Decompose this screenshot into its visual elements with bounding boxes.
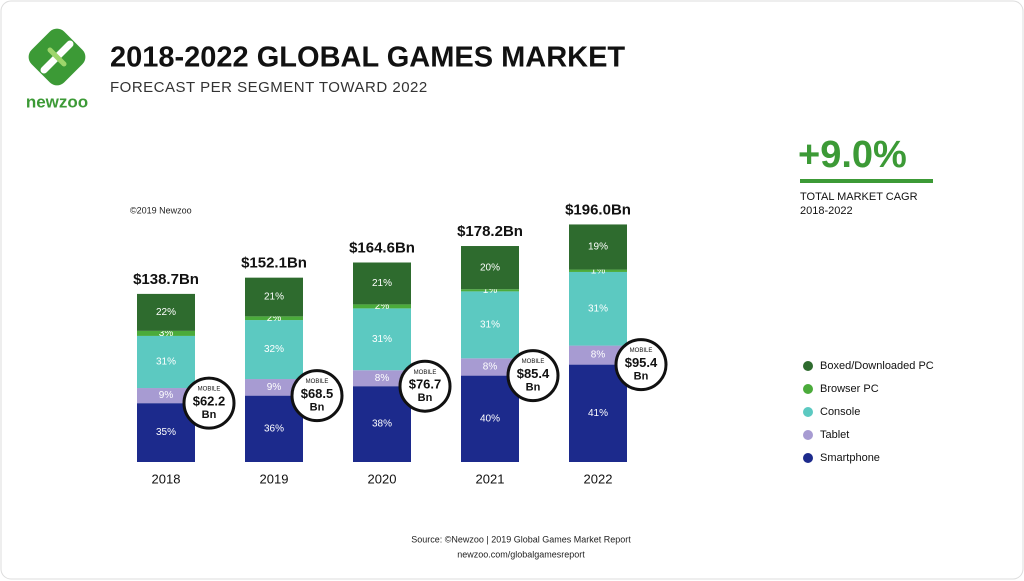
bar-segment xyxy=(353,262,411,305)
segment-label: 31% xyxy=(156,357,176,368)
segment-label: 21% xyxy=(372,278,392,289)
mobile-unit: Bn xyxy=(526,382,541,394)
x-tick-label: 2021 xyxy=(476,471,505,486)
cagr-value: +9.0% xyxy=(798,134,907,176)
mobile-unit: Bn xyxy=(634,371,649,383)
bar-segment xyxy=(137,293,195,331)
bar-segment xyxy=(461,289,519,292)
source: Source: ©Newzoo | 2019 Global Games Mark… xyxy=(411,534,631,544)
bar-segment xyxy=(569,345,627,365)
mobile-value: $62.2 xyxy=(193,394,226,409)
bar-segment xyxy=(137,388,195,404)
bar-segment xyxy=(245,320,303,380)
legend-label: Boxed/Downloaded PC xyxy=(820,360,934,372)
segment-label: 8% xyxy=(375,373,390,384)
mobile-value: $95.4 xyxy=(625,355,658,370)
legend-label: Tablet xyxy=(820,429,849,441)
bar-segment xyxy=(569,224,627,270)
legend-swatch xyxy=(803,453,813,463)
segment-label: 31% xyxy=(372,334,392,345)
mobile-unit: Bn xyxy=(202,409,217,421)
bar-segment xyxy=(461,246,519,290)
segment-label: 19% xyxy=(588,242,608,253)
cagr-caption: TOTAL MARKET CAGR xyxy=(800,191,918,203)
logo xyxy=(28,28,86,86)
mobile-value: $68.5 xyxy=(301,386,334,401)
total-label: $138.7Bn xyxy=(133,271,199,288)
segment-label: 35% xyxy=(156,427,176,438)
x-tick-label: 2018 xyxy=(152,471,181,486)
total-label: $152.1Bn xyxy=(241,255,307,272)
legend-swatch xyxy=(803,384,813,394)
mobile-badge xyxy=(614,338,668,392)
x-tick-label: 2019 xyxy=(260,471,289,486)
bar-segment xyxy=(245,316,303,321)
mobile-caption: MOBILE xyxy=(630,348,653,354)
mobile-caption: MOBILE xyxy=(306,379,329,385)
cagr-caption: 2018-2022 xyxy=(800,205,853,217)
mobile-badge xyxy=(506,349,560,403)
bar-segment xyxy=(569,271,627,346)
segment-label: 32% xyxy=(264,344,284,355)
mobile-unit: Bn xyxy=(418,392,433,404)
bar-segment xyxy=(461,358,519,376)
total-label: $164.6Bn xyxy=(349,239,415,256)
mobile-caption: MOBILE xyxy=(414,370,437,376)
bar-segment xyxy=(461,375,519,462)
segment-label: 9% xyxy=(267,382,282,393)
total-label: $178.2Bn xyxy=(457,223,523,240)
segment-label: 3% xyxy=(159,328,174,339)
bar-segment xyxy=(245,379,303,396)
bar-segment xyxy=(137,335,195,389)
mobile-value: $76.7 xyxy=(409,377,442,392)
subtitle: FORECAST PER SEGMENT TOWARD 2022 xyxy=(110,79,428,96)
source-url: newzoo.com/globalgamesreport xyxy=(457,549,585,559)
mobile-unit: Bn xyxy=(310,402,325,414)
bar-segment xyxy=(461,291,519,359)
segment-label: 1% xyxy=(591,265,606,276)
logo-text: newzoo xyxy=(26,92,88,111)
segment-label: 21% xyxy=(264,292,284,303)
bar-segment xyxy=(353,308,411,371)
legend-swatch xyxy=(803,361,813,371)
segment-label: 2% xyxy=(267,313,282,324)
mobile-caption: MOBILE xyxy=(198,387,221,393)
segment-label: 8% xyxy=(591,350,606,361)
bar-segment xyxy=(569,269,627,272)
legend-swatch xyxy=(803,430,813,440)
mobile-value: $85.4 xyxy=(517,366,550,381)
mobile-badge xyxy=(398,359,452,413)
title: 2018-2022 GLOBAL GAMES MARKET xyxy=(110,42,625,74)
x-tick-label: 2022 xyxy=(584,471,613,486)
copyright: ©2019 Newzoo xyxy=(130,205,192,215)
bar-segment xyxy=(353,304,411,309)
legend-swatch xyxy=(803,407,813,417)
bar-segment xyxy=(245,277,303,317)
segment-label: 38% xyxy=(372,419,392,430)
segment-label: 8% xyxy=(483,362,498,373)
legend-label: Smartphone xyxy=(820,452,880,464)
mobile-caption: MOBILE xyxy=(522,359,545,365)
segment-label: 9% xyxy=(159,390,174,401)
segment-label: 36% xyxy=(264,423,284,434)
mobile-badge xyxy=(182,376,236,430)
segment-label: 40% xyxy=(480,413,500,424)
legend-label: Browser PC xyxy=(820,383,879,395)
bar-segment xyxy=(137,330,195,336)
mobile-badge xyxy=(290,369,344,423)
segment-label: 31% xyxy=(588,303,608,314)
segment-label: 20% xyxy=(480,262,500,273)
segment-label: 31% xyxy=(480,319,500,330)
total-label: $196.0Bn xyxy=(565,201,631,218)
segment-label: 2% xyxy=(375,301,390,312)
x-tick-label: 2020 xyxy=(368,471,397,486)
segment-label: 22% xyxy=(156,307,176,318)
segment-label: 1% xyxy=(483,285,498,296)
bar-segment xyxy=(569,364,627,462)
bar-segment xyxy=(353,386,411,462)
bar-segment xyxy=(353,370,411,387)
segment-label: 41% xyxy=(588,408,608,419)
legend-label: Console xyxy=(820,406,860,418)
